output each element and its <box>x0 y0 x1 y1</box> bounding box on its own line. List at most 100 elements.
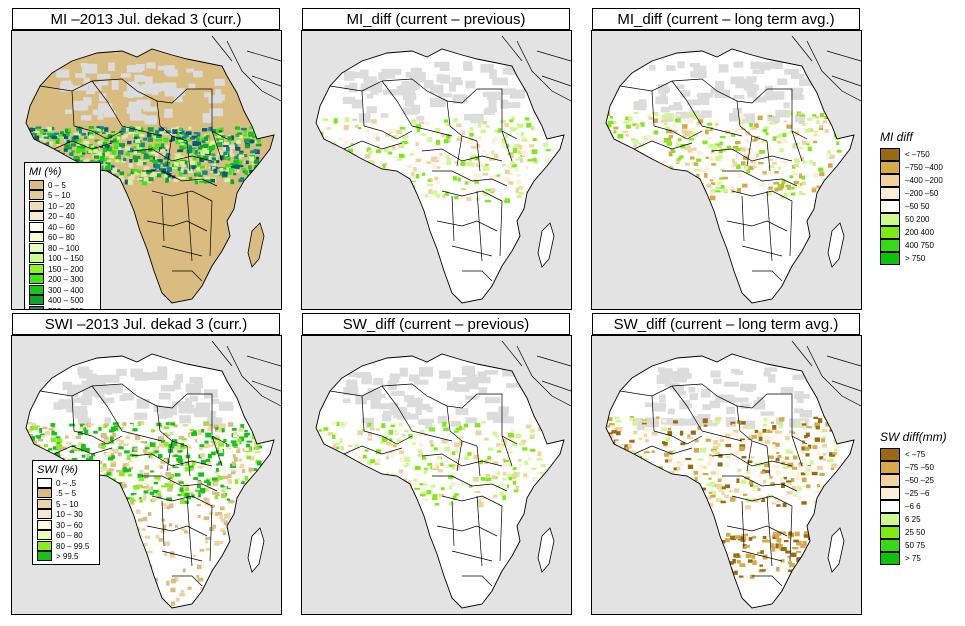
country-border <box>161 550 203 562</box>
legend-swatch <box>880 473 900 487</box>
country-border <box>381 80 413 127</box>
country-border <box>701 430 743 442</box>
country-border <box>446 100 478 142</box>
legend-label: 30 – 60 <box>56 520 83 530</box>
country-border <box>411 430 453 442</box>
country-border <box>671 385 703 432</box>
country-border <box>166 135 173 167</box>
country-border <box>71 395 75 432</box>
country-border <box>619 383 703 397</box>
legend-label: 60 – 80 <box>56 531 83 541</box>
country-border <box>726 220 788 232</box>
country-border <box>746 440 753 472</box>
legend-swatch <box>880 538 900 552</box>
country-border <box>411 125 453 137</box>
country-border <box>91 385 123 432</box>
country-border <box>131 453 213 467</box>
country-border <box>251 380 281 392</box>
country-border <box>71 90 75 127</box>
country-border <box>806 345 861 407</box>
africa-map <box>301 30 572 310</box>
legend-item: 150 – 200 <box>29 263 96 275</box>
country-border <box>701 125 743 137</box>
madagascar-landmass <box>247 527 265 573</box>
panel-title: SWI –2013 Jul. dekad 3 (curr.) <box>12 313 280 335</box>
legend-item: –200 –50 <box>880 186 943 200</box>
country-border <box>146 525 208 537</box>
country-border <box>651 395 655 432</box>
legend-label: 5 – 10 <box>48 191 71 201</box>
legend-item: 10 – 30 <box>37 509 95 521</box>
legend-label: 50 75 <box>905 541 926 550</box>
legend-swatch <box>880 486 900 500</box>
country-border <box>499 505 503 562</box>
legend-item: 10 – 20 <box>29 200 96 212</box>
country-border <box>826 50 861 62</box>
legend-label: 6 25 <box>905 515 921 524</box>
legend-swatch <box>880 238 900 252</box>
country-border <box>633 445 693 455</box>
country-border <box>476 190 483 262</box>
legend-item: –750 –400 <box>880 160 943 174</box>
country-border <box>172 270 203 282</box>
legend-label: 300 – 400 <box>48 285 84 295</box>
country-border <box>156 100 188 142</box>
sw-diff-legend: SW diff(mm) < –75 –75 –50 –50 –25 –25 –6 –6 6… <box>880 430 947 565</box>
legend-item: 25 50 <box>880 525 947 539</box>
legend-item: –50 –25 <box>880 473 947 487</box>
country-border <box>722 475 798 492</box>
country-border <box>142 475 218 492</box>
country-border <box>501 35 523 62</box>
legend-label: > 750 <box>905 254 926 263</box>
legend-label: –750 –400 <box>905 163 943 172</box>
country-border <box>166 440 173 472</box>
country-border <box>456 135 463 167</box>
legend-label: 100 – 150 <box>48 254 84 264</box>
legend-swatch <box>880 186 900 200</box>
country-border <box>246 50 281 62</box>
legend-swatch <box>37 551 52 562</box>
legend-item: 0 – 5 <box>29 179 96 191</box>
country-border <box>791 35 813 62</box>
legend-swatch <box>29 190 44 201</box>
country-border <box>446 405 478 447</box>
country-border <box>172 575 203 587</box>
legend-swatch <box>37 530 52 541</box>
country-border <box>226 40 281 102</box>
legend-swatch <box>29 211 44 222</box>
legend-swatch <box>29 232 44 243</box>
legend-swatch <box>880 225 900 239</box>
legend-swatch <box>37 498 52 509</box>
legend-label: –25 –6 <box>905 489 930 498</box>
legend-label: 60 – 80 <box>48 233 75 243</box>
legend-swatch <box>37 540 52 551</box>
country-border <box>456 440 463 472</box>
panel-title: MI –2013 Jul. dekad 3 (curr.) <box>12 8 280 30</box>
country-border <box>462 575 493 587</box>
legend-label: 50 200 <box>905 215 930 224</box>
legend-label: –50 50 <box>905 202 930 211</box>
country-border <box>619 78 703 92</box>
country-border <box>653 125 703 140</box>
legend-label: –50 –25 <box>905 476 934 485</box>
legend-swatch <box>29 179 44 190</box>
madagascar-landmass <box>827 222 845 268</box>
country-border <box>187 88 228 140</box>
country-border <box>39 78 123 92</box>
legend-swatch <box>880 147 900 161</box>
legend-swatch <box>29 253 44 264</box>
legend-swatch <box>880 499 900 513</box>
legend-item: > 75 <box>880 551 947 565</box>
country-border <box>251 75 281 87</box>
country-border <box>541 75 571 87</box>
legend-label: 200 – 300 <box>48 275 84 285</box>
legend-item: 5 – 10 <box>37 498 95 510</box>
legend-swatch <box>29 263 44 274</box>
country-border <box>161 500 165 547</box>
legend-title: MI diff <box>880 130 913 144</box>
legend-label: > 75 <box>905 554 921 563</box>
country-border <box>736 405 768 447</box>
legend-item: 20 – 40 <box>29 211 96 223</box>
country-border <box>246 355 281 367</box>
country-border <box>186 190 193 262</box>
